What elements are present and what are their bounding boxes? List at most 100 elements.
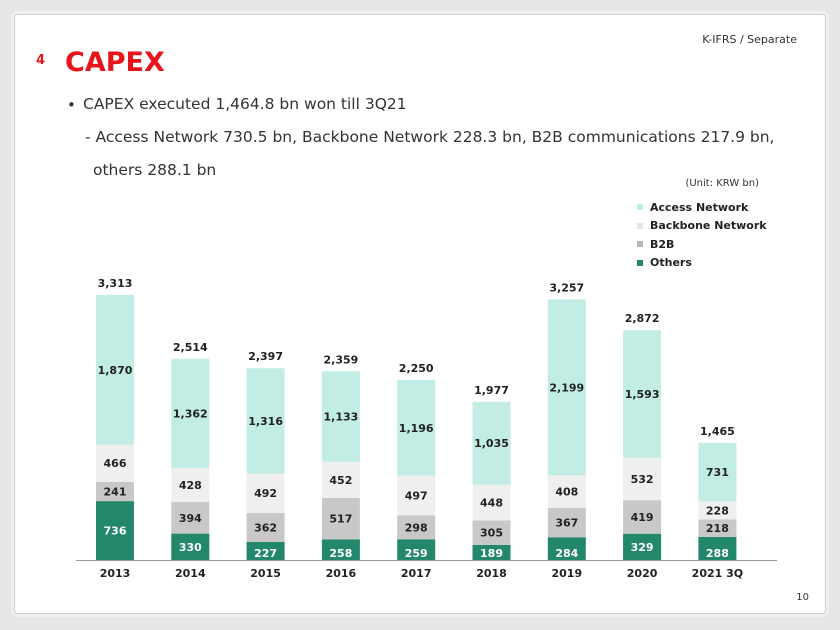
x-tick-label: 2019: [551, 567, 582, 580]
data-label-b2b: 218: [706, 522, 729, 535]
bar-segment-access-network: [321, 371, 360, 462]
data-label-others: 227: [254, 547, 277, 560]
data-label-backbone-network: 466: [104, 457, 127, 470]
data-label-backbone-network: 228: [706, 504, 729, 517]
bar-segment-b2b: [246, 512, 285, 542]
accounting-standard-label: K-IFRS / Separate: [702, 33, 797, 46]
bar-segment-backbone-network: [96, 444, 134, 482]
data-label-backbone-network: 492: [254, 487, 277, 500]
data-label-access-network: 1,133: [324, 411, 359, 424]
bar-segment-others: [698, 536, 737, 560]
bar-segment-backbone-network: [623, 457, 662, 501]
bar-segment-others: [397, 539, 436, 560]
bar-segment-others: [623, 533, 662, 560]
bar-segment-others: [547, 537, 586, 560]
bar-segment-backbone-network: [397, 475, 436, 516]
x-tick-label: 2021 3Q: [692, 567, 743, 580]
data-label-access-network: 1,196: [399, 422, 434, 435]
bar-segment-b2b: [698, 519, 737, 537]
data-label-others: 258: [329, 547, 352, 560]
data-label-access-network: 1,362: [173, 407, 208, 420]
bar-segment-others: [472, 544, 511, 560]
x-tick-label: 2017: [401, 567, 432, 580]
data-label-b2b: 362: [254, 521, 277, 534]
legend-label: Backbone Network: [650, 219, 767, 233]
summary-bullet: CAPEX executed 1,464.8 bn won till 3Q21: [83, 95, 407, 113]
bar-segment-others: [171, 533, 210, 560]
x-tick-label: 2020: [627, 567, 658, 580]
bar-segment-others: [321, 539, 360, 560]
page-number: 10: [796, 592, 809, 603]
chart-legend: Access Network Backbone Network B2B Othe…: [637, 198, 767, 272]
x-tick-label: 2018: [476, 567, 507, 580]
bar-segment-access-network: [246, 368, 285, 474]
total-label: 2,514: [173, 341, 208, 354]
bar-segment-b2b: [397, 515, 436, 540]
bar-segment-backbone-network: [321, 461, 360, 498]
total-label: 3,313: [98, 277, 133, 290]
data-label-b2b: 241: [104, 485, 127, 498]
data-label-backbone-network: 497: [405, 490, 428, 503]
data-label-others: 329: [631, 541, 654, 554]
section-number: 4: [36, 53, 46, 68]
legend-item-others: Others: [637, 254, 767, 273]
data-label-backbone-network: 532: [631, 473, 654, 486]
legend-label: B2B: [650, 237, 675, 251]
legend-label: Access Network: [650, 200, 749, 214]
bar-segment-access-network: [623, 330, 662, 458]
bar-segment-backbone-network: [547, 475, 586, 508]
bar-segment-b2b: [96, 481, 134, 502]
data-label-access-network: 1,316: [248, 415, 283, 428]
data-label-backbone-network: 428: [179, 479, 202, 492]
data-label-others: 259: [405, 547, 428, 560]
summary-detail-line-1: - Access Network 730.5 bn, Backbone Netw…: [85, 128, 775, 146]
total-label: 1,465: [700, 425, 735, 438]
page-title: CAPEX: [65, 47, 165, 78]
bar-segment-backbone-network: [472, 484, 511, 521]
data-label-others: 330: [179, 541, 202, 554]
data-label-backbone-network: 452: [329, 474, 352, 487]
legend-swatch-backbone: [637, 222, 643, 229]
data-label-b2b: 419: [631, 511, 654, 524]
bar-segment-access-network: [96, 294, 134, 445]
legend-item-access: Access Network: [637, 198, 767, 217]
legend-swatch-others: [637, 259, 643, 266]
x-tick-label: 2013: [100, 567, 131, 580]
legend-label: Others: [650, 256, 692, 270]
data-label-access-network: 1,593: [625, 388, 660, 401]
total-label: 2,872: [625, 312, 660, 325]
bar-segment-b2b: [547, 507, 586, 538]
bar-segment-access-network: [472, 401, 511, 485]
bar-segment-others: [96, 501, 134, 560]
data-label-b2b: 517: [329, 513, 352, 526]
x-tick-label: 2014: [175, 567, 206, 580]
bar-segment-backbone-network: [171, 467, 210, 503]
legend-item-b2b: B2B: [637, 235, 767, 254]
slide: K-IFRS / Separate 4 CAPEX • CAPEX execut…: [14, 14, 826, 614]
data-label-b2b: 394: [179, 512, 202, 525]
data-label-b2b: 367: [555, 517, 578, 530]
data-label-others: 288: [706, 547, 729, 560]
bar-segment-access-network: [547, 299, 586, 476]
data-label-backbone-network: 448: [480, 497, 503, 510]
data-label-access-network: 2,199: [549, 381, 584, 394]
data-label-others: 736: [104, 525, 127, 538]
legend-item-backbone: Backbone Network: [637, 217, 767, 236]
total-label: 2,397: [248, 350, 283, 363]
legend-swatch-b2b: [637, 241, 643, 248]
data-label-backbone-network: 408: [555, 486, 578, 499]
bullet-dot-icon: •: [67, 96, 76, 114]
total-label: 3,257: [549, 281, 584, 294]
total-label: 1,977: [474, 384, 509, 397]
x-tick-label: 2016: [326, 567, 357, 580]
bar-segment-access-network: [171, 358, 210, 468]
data-label-b2b: 298: [405, 521, 428, 534]
bar-segment-access-network: [397, 380, 436, 476]
bar-segment-b2b: [321, 498, 360, 540]
bar-segment-backbone-network: [698, 501, 737, 520]
data-label-others: 189: [480, 547, 503, 560]
total-label: 2,359: [324, 353, 359, 366]
bar-segment-others: [246, 541, 285, 560]
data-label-b2b: 305: [480, 527, 503, 540]
data-label-access-network: 1,035: [474, 437, 509, 450]
